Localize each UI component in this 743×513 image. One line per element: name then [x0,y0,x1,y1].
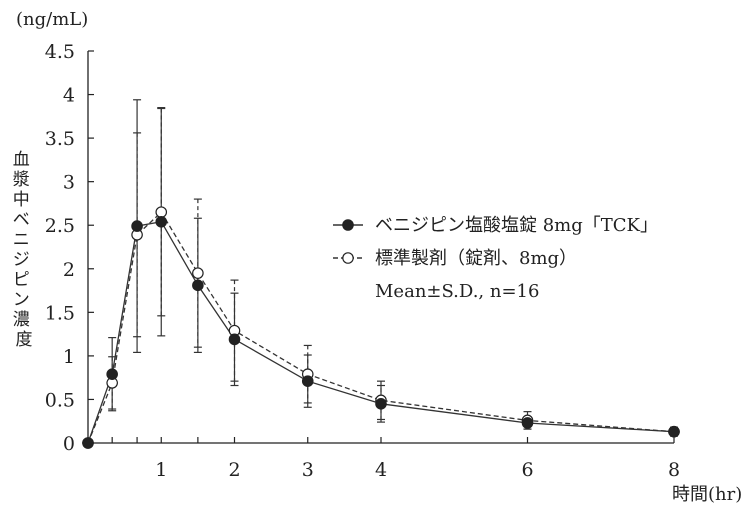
y-tick-label: 4.5 [45,41,75,63]
x-tick-label: 3 [302,459,314,481]
data-point-test [375,397,387,410]
legend-note: Mean±S.D., n=16 [375,281,539,302]
data-markers [82,206,680,449]
y-axis-label: 血 漿 中 ベ ニ ジ ピ ン 濃 度 [13,150,35,350]
x-tick-label: 1 [155,459,167,481]
legend-label-test: ベニジピン塩酸塩錠 8mg「TCK」 [375,215,658,236]
y-tick-label: 1 [63,346,75,368]
y-tick-label: 3 [63,172,75,194]
x-axis-label: 時間(hr) [672,484,742,505]
y-tick-label: 4 [63,85,75,107]
data-point-test [301,375,314,387]
data-point-test [521,417,534,429]
y-unit-label: (ng/mL) [16,9,88,30]
y-tick-label: 3.5 [45,128,75,150]
legend: ベニジピン塩酸塩錠 8mg「TCK」 標準製剤（錠剤、8mg） Mean±S.D… [333,215,658,302]
series-line-reference [87,211,675,444]
x-axis: 1 2 3 4 6 8 [87,437,680,481]
y-tick-label: 1.5 [45,302,75,324]
legend-label-reference: 標準製剤（錠剤、8mg） [375,248,577,269]
data-point-reference [192,267,204,279]
error-bars [108,99,678,437]
y-tick-label: 0.5 [45,389,75,411]
data-point-test [228,333,241,346]
x-tick-label: 2 [228,459,240,481]
legend-marker-reference [342,252,354,264]
x-tick-label: 4 [375,459,387,481]
y-tick-label: 2 [63,259,75,281]
legend-marker-test [342,219,354,231]
data-point-test [668,425,680,438]
series-lines [87,211,675,444]
data-point-test [82,437,94,449]
data-point-test [155,215,168,228]
x-tick-label: 6 [521,459,533,481]
data-point-test [192,279,204,292]
y-tick-label: 2.5 [45,215,75,237]
x-tick-label: 8 [668,459,680,481]
data-point-test [131,220,143,232]
data-point-reference [155,206,168,218]
data-point-test [106,368,118,380]
series-line-test [87,220,675,444]
y-tick-label: 0 [63,433,75,455]
y-axis: 0 0.5 1 1.5 2 2.5 3 3.5 4 4.5 [45,41,94,455]
